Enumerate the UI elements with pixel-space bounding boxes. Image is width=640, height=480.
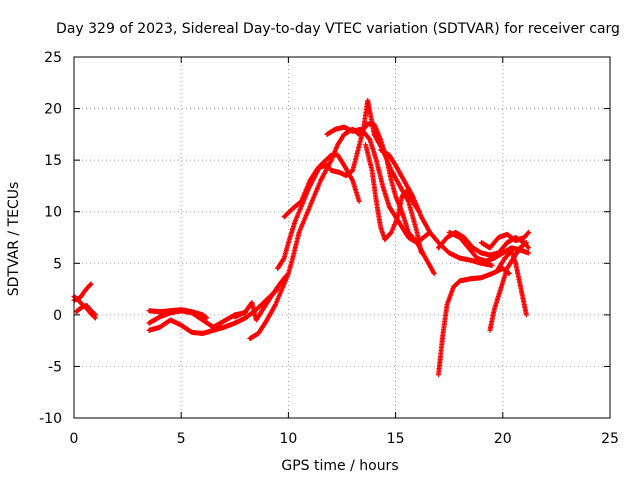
data-series-t14 <box>435 265 512 378</box>
data-point <box>525 230 531 236</box>
data-point <box>525 244 531 250</box>
data-point <box>92 312 98 318</box>
data-series-t10 <box>281 97 424 256</box>
x-tick-label: 10 <box>279 431 297 447</box>
y-tick-label: 10 <box>44 205 62 221</box>
data-point <box>88 281 94 287</box>
data-series-t2 <box>71 281 94 303</box>
data-series-t8 <box>247 121 437 342</box>
x-tick-label: 25 <box>601 431 619 447</box>
y-axis-label: SDTVAR / TECUs <box>6 182 22 297</box>
data-series-t5 <box>146 307 210 321</box>
chart-title: Day 329 of 2023, Sidereal Day-to-day VTE… <box>56 21 620 37</box>
data-point <box>523 240 529 246</box>
x-tick-label: 5 <box>177 431 186 447</box>
ticks: 0 5 10 15 20 25 -10 -5 0 5 10 15 20 25 <box>39 50 619 447</box>
y-tick-label: 25 <box>44 50 62 66</box>
data-series-t11 <box>324 124 433 246</box>
data-series-t17 <box>478 229 532 251</box>
data-series-t3 <box>73 303 98 318</box>
data-series-t13 <box>378 147 495 268</box>
y-tick-label: 0 <box>53 308 62 324</box>
y-tick-label: 15 <box>44 153 62 169</box>
x-axis-label: GPS time / hours <box>281 458 398 474</box>
x-tick-label: 0 <box>70 431 79 447</box>
data-point <box>418 250 424 256</box>
data-point <box>526 250 532 256</box>
x-tick-label: 20 <box>494 431 512 447</box>
x-tick-label: 15 <box>387 431 405 447</box>
y-tick-label: -5 <box>48 359 62 375</box>
y-tick-label: 20 <box>44 102 62 118</box>
data-point <box>526 245 532 251</box>
plot-frame <box>73 56 611 419</box>
data-point <box>356 198 362 204</box>
data-point <box>204 315 210 321</box>
y-tick-label: 5 <box>53 256 62 272</box>
data-point <box>489 262 495 268</box>
data-point <box>431 271 437 277</box>
data-series-t12 <box>363 142 422 243</box>
data-series-t19 <box>496 248 529 318</box>
data-series-t7 <box>232 273 289 323</box>
grid <box>74 57 610 418</box>
data-point <box>506 271 512 277</box>
data-markers <box>71 97 532 378</box>
data-point <box>526 229 532 235</box>
y-tick-label: -10 <box>39 411 62 427</box>
data-point <box>523 312 529 318</box>
